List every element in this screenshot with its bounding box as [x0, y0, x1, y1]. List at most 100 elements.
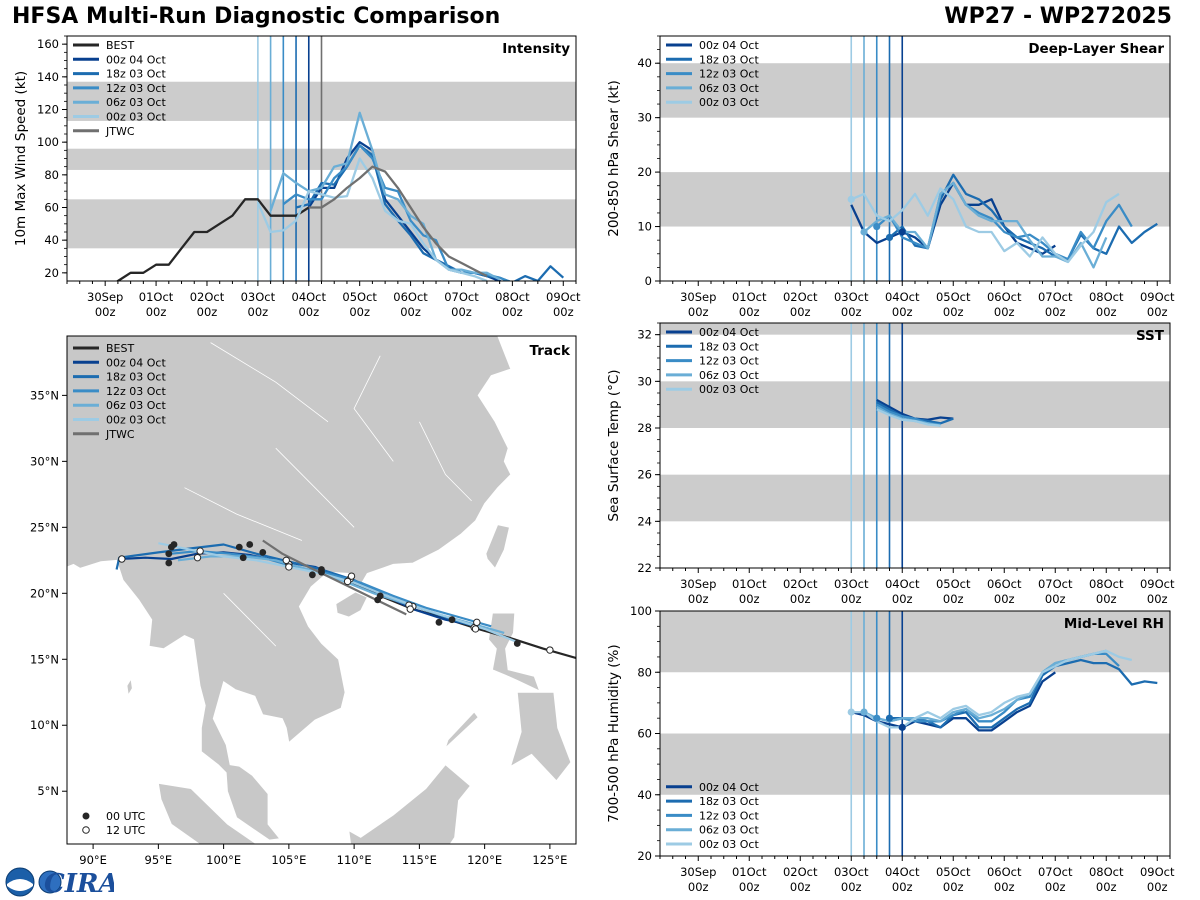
legend-entry-00z-04-oct: 00z 04 Oct — [699, 326, 759, 339]
x-tick-label: 00z — [1147, 880, 1168, 894]
legend-entry-00z-04-oct: 00z 04 Oct — [106, 53, 166, 66]
storm-id-label: WP27 - WP272025 — [944, 4, 1172, 29]
x-tick-label: 00z — [1045, 880, 1066, 894]
panel-title: Mid-Level RH — [1064, 616, 1164, 632]
y-tick-label: 60 — [44, 201, 59, 215]
x-tick-label: 00z — [739, 305, 760, 319]
y-tick-label: 24 — [637, 514, 652, 528]
init-marker-06z-03-oct — [860, 708, 868, 716]
legend-entry-18z-03-oct: 18z 03 Oct — [106, 371, 166, 384]
legend-entry-06z-03-oct: 06z 03 Oct — [699, 824, 759, 837]
x-tick-label: 04Oct — [885, 865, 920, 879]
x-tick-label: 09Oct — [1140, 290, 1175, 304]
track-marker-00utc — [318, 568, 325, 576]
y-tick-label: 28 — [637, 421, 652, 435]
noaa-emblem-icon — [5, 867, 35, 897]
x-tick-label: 01Oct — [732, 577, 767, 591]
legend-entry-06z-03-oct: 06z 03 Oct — [106, 399, 166, 412]
x-tick-label: 00z — [943, 880, 964, 894]
x-tick-label: 00z — [994, 880, 1015, 894]
x-tick-label: 07Oct — [1038, 865, 1073, 879]
x-tick-label: 00z — [841, 880, 862, 894]
legend-entry-18z-03-oct: 18z 03 Oct — [106, 68, 166, 81]
track-marker-12utc — [347, 572, 356, 580]
y-tick-label: 80 — [44, 168, 59, 182]
track-marker-00utc — [435, 618, 443, 626]
x-tick-label: 00z — [841, 305, 862, 319]
x-tick-label: 95°E — [145, 853, 173, 867]
legend-entry-jtwc: JTWC — [105, 125, 135, 138]
panel-shear: 30Sep00z01Oct00z02Oct00z03Oct00z04Oct00z… — [606, 35, 1175, 319]
x-tick-label: 30Sep — [680, 865, 716, 879]
y-tick-label: 32 — [637, 328, 652, 342]
series-line-18z-03-oct — [889, 658, 1158, 729]
x-tick-label: 01Oct — [732, 865, 767, 879]
legend-entry-18z-03-oct: 18z 03 Oct — [699, 795, 759, 808]
legend-entry-12z-03-oct: 12z 03 Oct — [699, 68, 759, 81]
x-tick-label: 00z — [841, 592, 862, 606]
x-tick-label: 30Sep — [87, 290, 123, 304]
legend-entry-12z-03-oct: 12z 03 Oct — [106, 385, 166, 398]
init-marker-12z-03-oct — [873, 714, 881, 722]
x-tick-label: 00z — [688, 305, 709, 319]
y-tick-label: 22 — [637, 561, 652, 575]
panel-title: SST — [1136, 328, 1165, 344]
shaded-band — [660, 474, 1170, 522]
x-tick-label: 04Oct — [292, 290, 327, 304]
legend-entry-12z-03-oct: 12z 03 Oct — [106, 82, 166, 95]
legend-entry-00z-04-oct: 00z 04 Oct — [699, 39, 759, 52]
shaded-band — [660, 63, 1170, 118]
track-marker-12utc — [193, 553, 202, 562]
init-marker-06z-03-oct — [860, 228, 868, 236]
x-tick-label: 02Oct — [783, 577, 818, 591]
x-tick-label: 115°E — [402, 853, 437, 867]
x-tick-label: 00z — [994, 305, 1015, 319]
track-marker-00utc — [259, 548, 267, 556]
track-marker-12utc — [343, 577, 352, 586]
landmass-visayas-mindanao — [510, 691, 572, 782]
x-tick-label: 00z — [197, 305, 218, 319]
x-tick-label: 07Oct — [444, 290, 479, 304]
track-marker-12utc — [282, 556, 290, 565]
y-tick-label: 30 — [637, 374, 652, 388]
x-tick-label: 00z — [943, 305, 964, 319]
init-marker-00z-03-oct — [847, 195, 855, 203]
legend-entry-06z-03-oct: 06z 03 Oct — [699, 369, 759, 382]
x-tick-label: 00z — [943, 592, 964, 606]
x-tick-label: 100°E — [206, 853, 241, 867]
legend-entry-00z-03-oct: 00z 03 Oct — [699, 96, 759, 109]
series-line-jtwc — [308, 165, 488, 278]
x-tick-label: 05Oct — [342, 290, 377, 304]
y-tick-label: 20 — [637, 849, 652, 863]
landmass-palawan — [445, 711, 479, 748]
track-marker-00utc — [513, 640, 521, 647]
marker-legend-12utc-symbol — [82, 826, 90, 834]
shaded-band — [660, 323, 1170, 335]
x-tick-label: 00z — [1096, 880, 1117, 894]
panel-title: Intensity — [502, 41, 570, 57]
x-tick-label: 00z — [1147, 305, 1168, 319]
plot-frame — [66, 335, 577, 845]
track-marker-12utc — [546, 646, 554, 654]
x-tick-label: 05Oct — [936, 577, 971, 591]
legend-entry-00z-04-oct: 00z 04 Oct — [106, 356, 166, 369]
series-line-00z-03-oct — [876, 408, 941, 427]
x-tick-label: 00z — [688, 880, 709, 894]
x-tick-label: 07Oct — [1038, 577, 1073, 591]
x-tick-label: 00z — [892, 592, 913, 606]
x-tick-label: 30Sep — [680, 577, 716, 591]
x-tick-label: 03Oct — [241, 290, 276, 304]
legend-entry-jtwc: JTWC — [105, 428, 135, 441]
legend-entry-best: BEST — [106, 39, 134, 52]
x-tick-label: 110°E — [337, 853, 372, 867]
x-tick-label: 00z — [1096, 305, 1117, 319]
x-tick-label: 06Oct — [987, 577, 1022, 591]
x-tick-label: 120°E — [467, 853, 502, 867]
y-tick-label: 30°N — [30, 454, 59, 468]
x-tick-label: 00z — [688, 592, 709, 606]
x-tick-label: 03Oct — [834, 290, 869, 304]
x-tick-label: 02Oct — [783, 290, 818, 304]
plot-area-sst — [660, 323, 1170, 568]
